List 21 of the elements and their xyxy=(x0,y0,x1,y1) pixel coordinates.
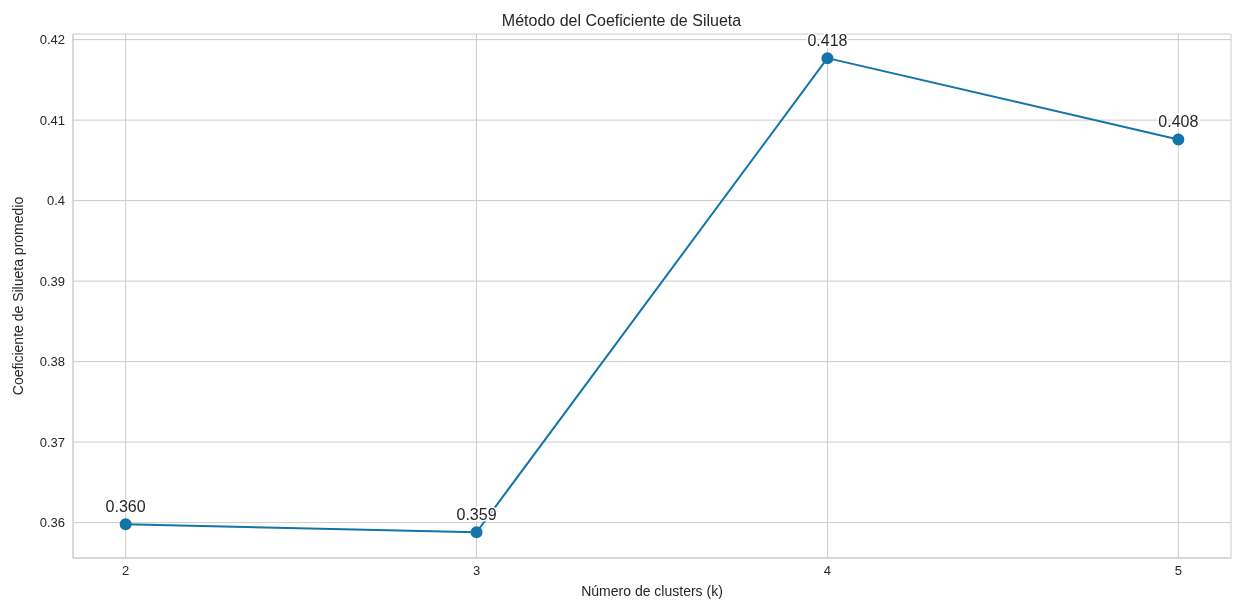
point xyxy=(119,518,132,531)
x-tick-label: 2 xyxy=(122,563,130,579)
data-label: 0.408 xyxy=(1158,113,1199,131)
y-tick-label: 0.36 xyxy=(39,515,65,531)
data-label: 0.418 xyxy=(807,32,848,50)
data-label: 0.360 xyxy=(105,498,146,516)
y-tick-label: 0.37 xyxy=(39,434,65,450)
y-tick-label: 0.4 xyxy=(46,193,65,209)
x-tick-label: 5 xyxy=(1174,563,1182,579)
point xyxy=(821,52,834,65)
y-tick-label: 0.38 xyxy=(39,354,65,370)
y-tick-label: 0.42 xyxy=(39,32,65,48)
y-tick-label: 0.41 xyxy=(39,112,65,128)
y-axis-title: Coeficiente de Silueta promedio xyxy=(9,196,26,396)
point xyxy=(470,526,483,539)
chart-title: Método del Coeficiente de Silueta xyxy=(500,12,743,30)
y-tick-label: 0.39 xyxy=(39,273,65,289)
x-tick-label: 3 xyxy=(472,563,481,579)
x-axis-title: Número de clusters (k) xyxy=(581,583,723,599)
x-tick-label: 4 xyxy=(823,563,832,579)
point xyxy=(1172,133,1185,146)
